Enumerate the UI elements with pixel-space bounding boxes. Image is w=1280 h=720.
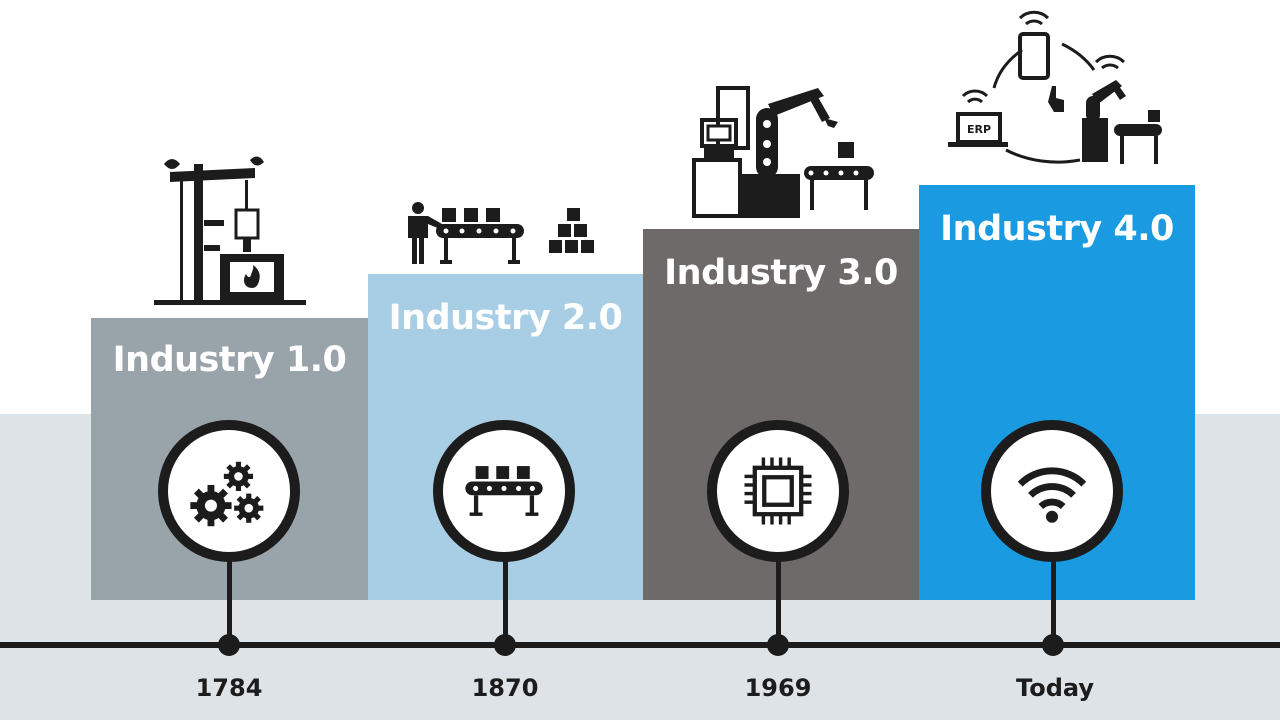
stage-industry-2-block: Industry 2.0 bbox=[368, 274, 643, 600]
timeline-marker bbox=[1042, 634, 1064, 656]
stage-title: Industry 2.0 bbox=[388, 298, 623, 338]
timeline-line bbox=[0, 642, 1280, 648]
timeline-marker bbox=[494, 634, 516, 656]
timeline-year: 1969 bbox=[744, 674, 812, 702]
assembly-line-worker-icon bbox=[408, 202, 594, 264]
stage-icon-circle bbox=[433, 420, 575, 562]
erp-label: ERP bbox=[967, 123, 991, 136]
timeline-marker bbox=[218, 634, 240, 656]
stage-icon-circle bbox=[981, 420, 1123, 562]
stage-icon-circle bbox=[158, 420, 300, 562]
stage-title: Industry 4.0 bbox=[940, 209, 1174, 249]
connected-iot-robot-icon: ERP bbox=[948, 10, 1162, 164]
gears-icon bbox=[190, 461, 264, 527]
timeline-year: Today bbox=[1016, 674, 1094, 702]
timeline-marker bbox=[767, 634, 789, 656]
computer-robot-arm-icon bbox=[692, 86, 874, 218]
timeline-year: 1870 bbox=[471, 674, 539, 702]
timeline-connector bbox=[1051, 560, 1056, 645]
timeline-connector bbox=[503, 560, 508, 645]
wifi-icon bbox=[1017, 467, 1087, 523]
timeline-connector bbox=[227, 560, 232, 645]
stage-title: Industry 1.0 bbox=[112, 340, 347, 380]
timeline-connector bbox=[776, 560, 781, 645]
microchip-icon bbox=[744, 457, 812, 525]
conveyor-belt-icon bbox=[465, 466, 543, 516]
stage-title: Industry 3.0 bbox=[664, 253, 898, 293]
steam-engine-furnace-icon bbox=[154, 156, 306, 305]
stage-icon-circle bbox=[707, 420, 849, 562]
timeline-year: 1784 bbox=[195, 674, 263, 702]
